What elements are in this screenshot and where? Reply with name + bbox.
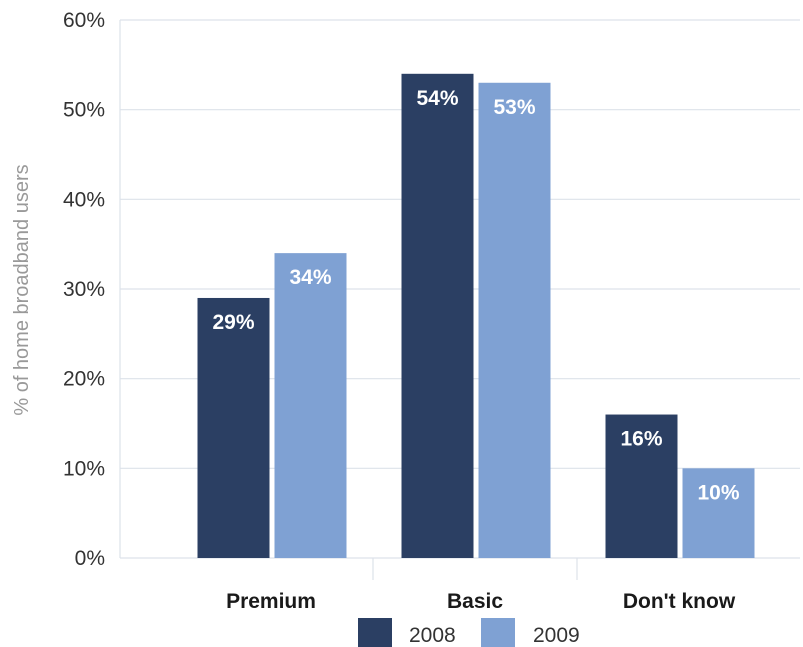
y-tick-label: 0% — [75, 547, 105, 570]
legend-swatch — [481, 618, 515, 647]
bar — [197, 297, 270, 558]
y-tick-label: 30% — [63, 278, 105, 301]
bar — [401, 73, 474, 559]
bar — [682, 468, 755, 558]
bar — [605, 414, 678, 558]
y-axis: 0% 10% 20% 30% 40% 50% 60% — [63, 9, 121, 570]
y-tick-label: 50% — [63, 99, 105, 122]
data-label: 10% — [697, 481, 739, 504]
bar-labels: 29% 34% 54% 53% 16% 10% — [212, 87, 739, 505]
data-label: 54% — [416, 87, 458, 110]
bars — [197, 73, 755, 559]
x-tick-label: Premium — [226, 590, 316, 613]
data-label: 16% — [620, 428, 662, 451]
y-axis-label: % of home broadband users — [11, 164, 33, 415]
data-label: 34% — [289, 266, 331, 289]
y-tick-label: 40% — [63, 188, 105, 211]
legend: 2008 2009 — [358, 618, 580, 647]
data-label: 53% — [493, 96, 535, 119]
y-tick-label: 20% — [63, 368, 105, 391]
x-axis: Premium Basic Don't know — [226, 558, 736, 613]
x-tick-label: Don't know — [623, 590, 736, 613]
y-tick-label: 10% — [63, 457, 105, 480]
legend-swatch — [358, 618, 392, 647]
bar — [274, 253, 347, 558]
bar — [478, 82, 551, 559]
legend-label: 2008 — [409, 624, 456, 647]
data-label: 29% — [212, 311, 254, 334]
x-tick-label: Basic — [447, 590, 503, 613]
y-tick-label: 60% — [63, 9, 105, 32]
legend-label: 2009 — [533, 624, 580, 647]
